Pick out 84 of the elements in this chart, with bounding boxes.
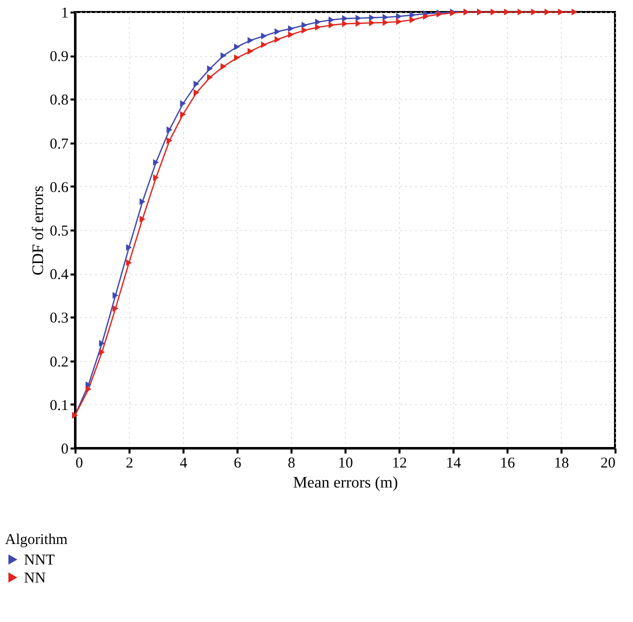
y-tick-label: 0.3 [50,310,68,327]
point [558,8,564,16]
point [99,348,105,356]
x-tick-label: 0 [76,456,83,472]
point [140,216,146,222]
y-tick-label: 0.9 [50,49,68,66]
point [410,16,416,24]
point [315,24,321,31]
point [234,44,240,50]
x-tick-label: 2 [126,456,134,472]
point [356,20,362,27]
x-tick-label: 6 [234,456,242,472]
point [369,20,375,26]
point [288,25,294,32]
point [248,48,254,55]
y-tick-label: 0.4 [50,267,69,284]
point [153,159,159,166]
y-tick-label: 0 [61,442,68,458]
point [166,126,172,134]
legend-label: NN [24,570,46,586]
point [531,8,537,16]
point [248,36,254,44]
point [194,89,200,96]
point [153,174,159,182]
x-tick-label: 18 [554,456,569,472]
point [166,137,172,144]
point [274,36,280,43]
point [207,65,213,72]
point [518,8,524,16]
x-axis-title: Mean errors (m) [293,474,398,492]
point [302,26,308,34]
x-tick-label: 4 [180,456,188,472]
y-tick-label: 0.6 [50,180,69,196]
point [112,305,118,312]
point [288,31,294,38]
y-tick-label: 0.7 [50,136,69,152]
x-tick-label: 10 [338,456,353,472]
point [126,259,132,266]
x-tick-label: 12 [392,456,407,472]
y-tick-label: 0.1 [50,398,68,414]
x-tick-label: 20 [600,456,616,472]
point [126,244,132,251]
point [396,18,402,25]
point [504,8,510,16]
point [544,8,550,16]
point [369,14,375,22]
point [180,100,186,107]
point [342,15,348,22]
y-tick-label: 1 [61,6,68,22]
x-tick-label: 8 [288,456,296,472]
point [99,340,105,347]
point [207,74,213,81]
point [396,13,402,20]
point [572,8,578,16]
point [342,20,348,28]
point [140,198,146,206]
x-tick-label: 14 [446,456,462,472]
point [180,111,186,118]
point [194,80,200,88]
point [112,292,118,299]
point [490,8,496,16]
point [86,386,92,392]
point [315,18,321,26]
point [382,14,388,21]
y-tick-label: 0.8 [50,92,68,109]
point [328,22,334,28]
point [410,12,416,18]
point [220,63,226,70]
point [261,32,267,40]
x-tick-label: 16 [500,456,516,472]
point [328,16,334,24]
point [234,54,240,62]
legend-title: Algorithm [5,532,68,548]
legend-label: NNT [24,552,55,568]
y-tick-label: 0.2 [50,354,68,370]
point [356,14,362,22]
y-axis-title: CDF of errors [30,186,47,276]
y-tick-label: 0.5 [50,224,68,240]
point [220,52,226,59]
point [423,13,429,20]
point [261,41,267,48]
point [382,19,388,26]
point [274,28,280,35]
point [302,22,308,28]
